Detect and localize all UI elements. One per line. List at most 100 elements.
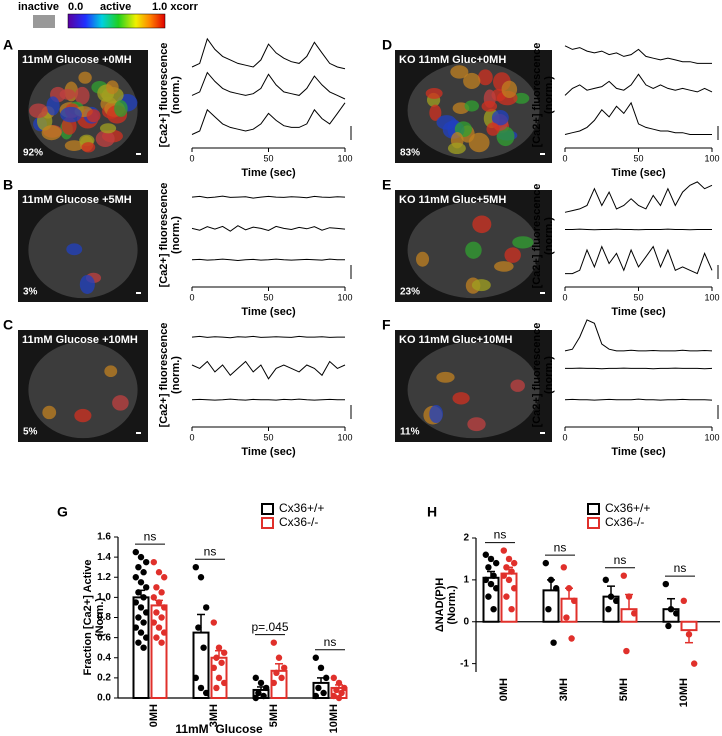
data-point (143, 584, 150, 591)
data-point (203, 604, 210, 611)
active-percent: 3% (23, 287, 38, 298)
significance-label: p=.045 (251, 620, 288, 634)
x-axis-label: Time (sec) (611, 306, 666, 318)
data-point (215, 674, 223, 682)
active-cell (468, 132, 490, 153)
data-point (607, 593, 615, 600)
active-cell (29, 103, 48, 119)
data-point (213, 684, 220, 692)
x-tick-label: 100 (704, 153, 719, 163)
data-point (508, 568, 515, 575)
data-point (135, 639, 142, 646)
data-point (485, 564, 492, 571)
data-point (667, 605, 675, 613)
inactive-swatch (33, 15, 55, 28)
data-point (137, 629, 145, 636)
active-cell (486, 122, 500, 136)
y-axis-label: (norm.) (170, 356, 182, 394)
active-cell (496, 126, 515, 147)
active-cell (429, 404, 443, 423)
data-point (155, 569, 163, 576)
data-point (312, 692, 319, 700)
calcium-trace (191, 335, 345, 339)
data-point (150, 619, 157, 626)
data-point (685, 631, 693, 638)
data-point (140, 569, 147, 576)
data-point (197, 684, 205, 692)
calcium-trace (564, 45, 712, 64)
data-point (485, 593, 492, 600)
data-point (605, 605, 612, 613)
data-point (625, 593, 633, 600)
active-cell (60, 106, 82, 123)
data-point (602, 576, 609, 584)
data-point (158, 614, 165, 621)
data-point (323, 674, 330, 682)
x-axis-label: Time (sec) (611, 167, 666, 179)
x-tick-label: 3MH (558, 678, 570, 701)
x-tick-label: 50 (263, 292, 273, 302)
y-axis-label: [Ca2+] fluorescence (158, 183, 170, 288)
x-tick-label: 50 (633, 292, 643, 302)
x-tick-label: 10MH (328, 704, 340, 733)
data-point (137, 553, 145, 561)
data-point (252, 694, 259, 702)
y-axis-label: [Ca2+] fluorescence (531, 323, 543, 428)
x-axis-label: Time (sec) (241, 446, 296, 458)
data-point (312, 654, 319, 661)
y-axis-label: (norm.) (543, 76, 555, 114)
calcium-trace (565, 228, 712, 231)
data-point (150, 594, 157, 601)
y-tick-label: 0.6 (97, 632, 111, 643)
data-point (203, 689, 210, 697)
calcium-trace (565, 367, 713, 370)
active-cell (450, 65, 469, 79)
image-title: KO 11mM Gluc+5MH (399, 194, 506, 206)
legend-swatch (587, 503, 600, 515)
y-axis-label: ΔNAD(P)H (434, 578, 446, 632)
legend-swatch (587, 517, 600, 529)
legend-label: Cx36+/+ (605, 501, 650, 515)
calcium-trace (564, 398, 713, 401)
x-tick-label: 0 (562, 432, 567, 442)
data-point (140, 594, 147, 601)
y-axis-label: Fraction [Ca2+] Active (82, 559, 94, 675)
legend-label: Cx36-/- (605, 515, 644, 529)
calcium-trace (191, 102, 346, 135)
colorbar-max-label: 1.0 xcorr (152, 1, 199, 13)
y-tick-label: 0 (463, 616, 469, 627)
data-point (158, 639, 165, 646)
active-cell (501, 80, 518, 99)
active-cell (512, 236, 534, 249)
data-point (320, 689, 327, 697)
active-cell (472, 215, 492, 234)
data-point (252, 674, 259, 682)
active-cell (491, 110, 509, 126)
active-cell (477, 69, 493, 86)
data-point (153, 584, 160, 591)
data-point (210, 619, 217, 626)
active-cell (42, 405, 57, 420)
calcium-trace (191, 195, 346, 199)
data-point (490, 572, 497, 579)
data-point (482, 551, 489, 558)
data-point (143, 609, 150, 616)
y-axis-label: (Norm.) (446, 585, 458, 624)
calcium-trace (564, 181, 713, 213)
data-point (631, 610, 638, 617)
colorbar (67, 13, 166, 29)
data-point (140, 644, 147, 651)
x-tick-label: 100 (704, 432, 719, 442)
data-point (161, 629, 168, 636)
calcium-trace (191, 71, 346, 100)
x-tick-label: 0 (562, 292, 567, 302)
data-point (273, 669, 280, 677)
data-point (132, 548, 139, 556)
y-tick-label: 1.2 (97, 572, 111, 583)
data-point (545, 605, 552, 613)
active-cell (79, 274, 95, 295)
data-point (542, 559, 549, 567)
y-axis-label: (norm.) (543, 356, 555, 394)
data-point (260, 692, 267, 700)
panel-label: G (57, 504, 68, 520)
